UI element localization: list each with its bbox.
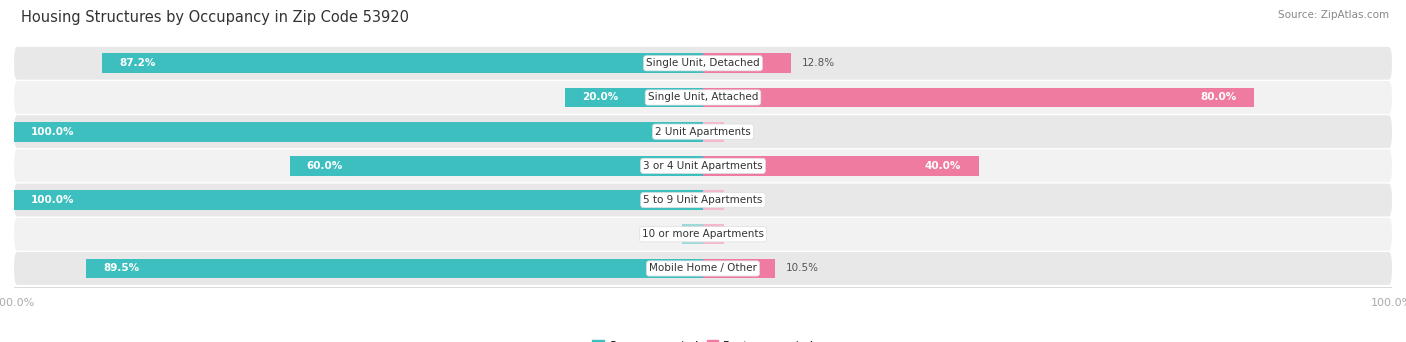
- Text: 0.0%: 0.0%: [666, 229, 693, 239]
- Text: Single Unit, Detached: Single Unit, Detached: [647, 58, 759, 68]
- Text: 3 or 4 Unit Apartments: 3 or 4 Unit Apartments: [643, 161, 763, 171]
- FancyBboxPatch shape: [14, 81, 1392, 114]
- Bar: [703, 190, 724, 210]
- Text: Single Unit, Attached: Single Unit, Attached: [648, 92, 758, 103]
- Text: 5 to 9 Unit Apartments: 5 to 9 Unit Apartments: [644, 195, 762, 205]
- Text: 60.0%: 60.0%: [307, 161, 343, 171]
- Bar: [290, 156, 703, 176]
- Text: 0.0%: 0.0%: [713, 229, 740, 239]
- Text: 80.0%: 80.0%: [1201, 92, 1237, 103]
- Bar: [682, 224, 703, 244]
- Text: Housing Structures by Occupancy in Zip Code 53920: Housing Structures by Occupancy in Zip C…: [21, 10, 409, 25]
- Bar: [703, 224, 724, 244]
- FancyBboxPatch shape: [14, 252, 1392, 285]
- Text: 89.5%: 89.5%: [104, 263, 139, 274]
- Text: 10 or more Apartments: 10 or more Apartments: [643, 229, 763, 239]
- Text: 40.0%: 40.0%: [925, 161, 962, 171]
- Bar: [703, 156, 979, 176]
- Bar: [14, 190, 703, 210]
- Text: 20.0%: 20.0%: [582, 92, 619, 103]
- Text: 0.0%: 0.0%: [713, 195, 740, 205]
- Text: 2 Unit Apartments: 2 Unit Apartments: [655, 127, 751, 137]
- Bar: [703, 122, 724, 142]
- Bar: [86, 259, 703, 278]
- Bar: [565, 88, 703, 107]
- Text: 0.0%: 0.0%: [713, 127, 740, 137]
- FancyBboxPatch shape: [14, 149, 1392, 182]
- Bar: [14, 122, 703, 142]
- Text: 12.8%: 12.8%: [801, 58, 835, 68]
- Text: Mobile Home / Other: Mobile Home / Other: [650, 263, 756, 274]
- Bar: [703, 88, 1254, 107]
- Legend: Owner-occupied, Renter-occupied: Owner-occupied, Renter-occupied: [588, 336, 818, 342]
- FancyBboxPatch shape: [14, 218, 1392, 251]
- Bar: [703, 53, 792, 73]
- Text: 10.5%: 10.5%: [786, 263, 818, 274]
- FancyBboxPatch shape: [14, 184, 1392, 216]
- Bar: [103, 53, 703, 73]
- Text: 87.2%: 87.2%: [120, 58, 156, 68]
- Bar: [703, 259, 775, 278]
- Text: 100.0%: 100.0%: [31, 195, 75, 205]
- FancyBboxPatch shape: [14, 47, 1392, 80]
- FancyBboxPatch shape: [14, 115, 1392, 148]
- Text: 100.0%: 100.0%: [31, 127, 75, 137]
- Text: Source: ZipAtlas.com: Source: ZipAtlas.com: [1278, 10, 1389, 20]
